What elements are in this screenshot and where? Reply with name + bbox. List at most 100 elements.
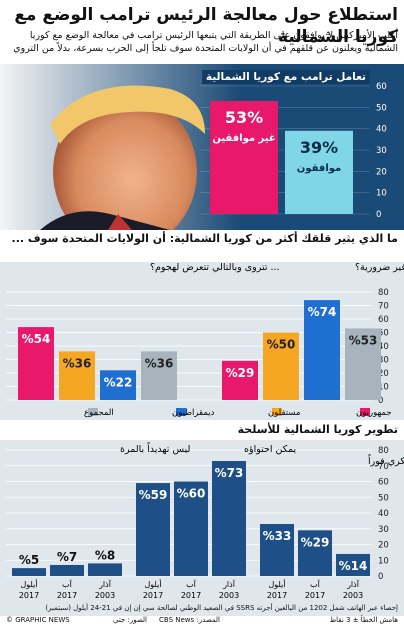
legend-swatch [176, 408, 186, 416]
bar-value-label: 53% [225, 108, 263, 127]
x-tick-label: 2017 [57, 591, 77, 600]
y-tick-label: 30 [376, 146, 387, 156]
bar [88, 563, 122, 576]
x-tick-label: آب [62, 579, 73, 589]
y-tick-label: 10 [378, 556, 389, 566]
legend-label: مستقلون [268, 408, 300, 418]
bar-value-label: %14 [339, 559, 368, 573]
x-tick-label: 2017 [181, 591, 201, 600]
x-tick-label: آذار [346, 579, 360, 589]
x-tick-label: آذار [98, 579, 112, 589]
y-tick-label: 30 [378, 356, 389, 366]
y-tick-label: 20 [376, 167, 387, 177]
weapons-title: تطوير كوريا الشمالية للأسلحة [237, 423, 398, 436]
bar-value-label: %74 [308, 305, 337, 319]
footnote-photo: الصور: جتي [112, 616, 147, 624]
x-tick-label: 2003 [343, 591, 363, 600]
bar-value-label: %73 [215, 466, 244, 480]
bar-value-label: %36 [145, 356, 174, 370]
legend-label: ديمقراطيون [172, 408, 215, 418]
bar [298, 530, 332, 576]
bar-value-label: %8 [95, 548, 115, 562]
approval-chart-title: تعامل ترامب مع كوريا الشمالية [201, 70, 370, 84]
worry-chart: 0 10 20 30 40 50 60 70 80 ... تسرع في اللجوء إلى … [0, 262, 404, 420]
footnote-source: المصدر: CBS News [159, 616, 220, 624]
bar-category-label: موافقون [297, 163, 341, 174]
y-tick-label: 70 [378, 302, 389, 312]
bar [50, 564, 84, 576]
x-tick-label: 2017 [143, 591, 163, 600]
y-tick-label: 20 [378, 369, 389, 379]
y-tick-label: 50 [376, 103, 387, 113]
footnote-method: إحصاء عبر الهاتف شمل 1202 من البالغين أج… [45, 604, 398, 612]
bar-value-label: 39% [300, 138, 338, 157]
bar [304, 300, 340, 400]
x-tick-label: آذار [222, 579, 236, 589]
bar [174, 481, 208, 576]
bar-value-label: %7 [57, 550, 77, 564]
x-tick-label: 2017 [305, 591, 325, 600]
x-tick-label: 2017 [19, 591, 39, 600]
bar [260, 524, 294, 576]
approval-chart: 0 10 20 30 40 50 60 53% غير موافقين 39% موافقون [200, 82, 387, 220]
page-title: استطلاع حول معالجة الرئيس ترامب الوضع مع… [14, 5, 398, 47]
bar [263, 332, 299, 400]
group-label: ... تتروى وبالتالي تتعرض لهجوم؟ [150, 262, 280, 273]
trump-portrait-image [0, 64, 240, 230]
x-tick-label: أيلول [144, 579, 161, 589]
y-tick-label: 0 [376, 210, 381, 220]
bar [136, 483, 170, 576]
group-label: ليس تهديداً بالمرة [120, 442, 190, 455]
page-subtitle: أغلب الأميركيين لا يوافقون على الطريقة ا… [13, 30, 398, 54]
x-tick-label: 2017 [267, 591, 287, 600]
bar-value-label: %36 [63, 356, 92, 370]
weapons-chart: 0 10 20 30 40 50 60 70 80بحاجة لعمل عسكري فوراً%… [0, 440, 404, 616]
x-tick-label: 2003 [219, 591, 239, 600]
y-tick-label: 80 [378, 288, 389, 298]
x-tick-label: أيلول [268, 579, 285, 589]
legend-label: جمهوريون [356, 408, 392, 418]
bar-value-label: %29 [301, 535, 330, 549]
y-tick-label: 30 [378, 525, 389, 535]
worry-question: ما الذي يثير قلقك أكثر من كوريا الشمالية… [11, 232, 398, 245]
bar [212, 461, 246, 576]
legend-swatch [360, 408, 370, 416]
bar-value-label: %50 [267, 338, 296, 352]
y-tick-label: 10 [378, 383, 389, 393]
bar [59, 351, 95, 400]
legend-label: المجموع [84, 408, 114, 418]
x-tick-label: آب [310, 579, 321, 589]
bar-value-label: %5 [19, 553, 39, 567]
y-tick-label: 50 [378, 493, 389, 503]
legend-swatch [272, 408, 282, 416]
bar-value-label: %54 [22, 332, 51, 346]
footnote-credit: © GRAPHIC NEWS [6, 616, 70, 624]
x-tick-label: آب [186, 579, 197, 589]
bar-value-label: %60 [177, 487, 206, 501]
y-tick-label: 80 [378, 446, 389, 456]
legend-swatch [88, 408, 98, 416]
y-tick-label: 0 [378, 396, 383, 406]
group-label: ... تسرع في اللجوء إلى حرب غير ضرورية؟ [355, 262, 404, 273]
bar [210, 100, 278, 214]
y-tick-label: 40 [378, 509, 389, 519]
bar-value-label: %22 [104, 375, 133, 389]
group-label: يمكن احتواؤه [244, 444, 296, 455]
footnote-margin: هامش الخطأ ± 3 نقاط [329, 616, 398, 624]
bar [285, 130, 353, 214]
bar [345, 328, 381, 400]
bar [18, 327, 54, 400]
bar [12, 568, 46, 576]
y-tick-label: 0 [378, 572, 383, 582]
y-tick-label: 40 [376, 125, 387, 135]
bar-value-label: %29 [226, 366, 255, 380]
bar [100, 370, 136, 400]
x-tick-label: 2003 [95, 591, 115, 600]
bar-value-label: %33 [263, 529, 292, 543]
y-tick-label: 60 [376, 82, 387, 92]
y-tick-label: 60 [378, 478, 389, 488]
y-tick-label: 10 [376, 189, 387, 199]
y-tick-label: 20 [378, 541, 389, 551]
bar-value-label: %53 [349, 333, 378, 347]
bar [336, 553, 370, 576]
